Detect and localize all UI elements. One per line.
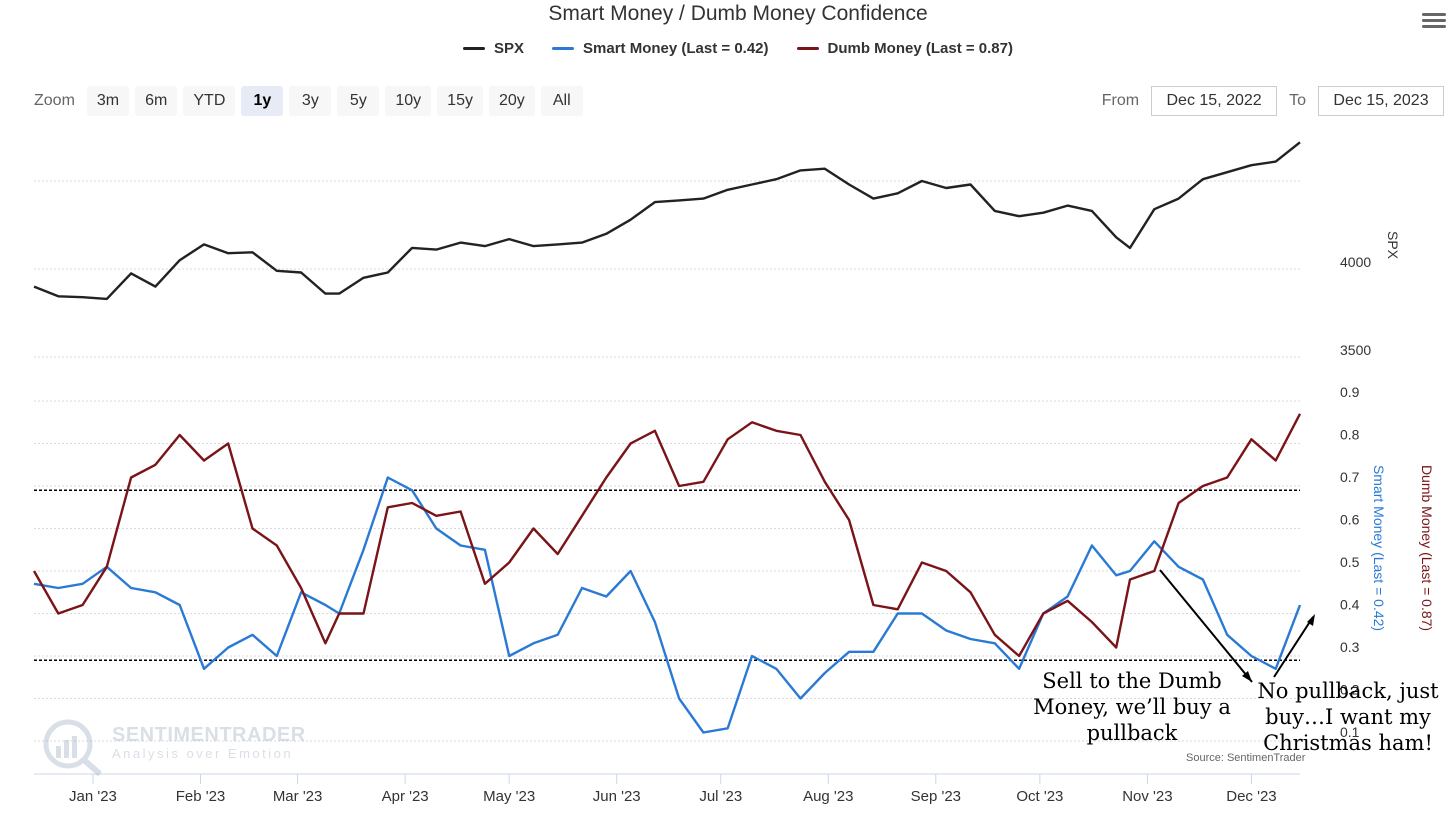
confidence-tick-label: 0.1 (1340, 724, 1360, 740)
zoom-3m-button[interactable]: 3m (86, 86, 130, 116)
confidence-tick-label: 0.7 (1340, 469, 1360, 485)
legend-item-smart-money[interactable]: Smart Money (Last = 0.42) (552, 40, 769, 57)
x-tick-label: Oct '23 (1016, 788, 1063, 805)
spx-tick-label: 4000 (1340, 254, 1371, 270)
legend-label-smart-money: Smart Money (Last = 0.42) (583, 40, 769, 57)
spx-tick-label: 3500 (1340, 342, 1371, 358)
zoom-20y-button[interactable]: 20y (488, 86, 535, 116)
watermark-brand: SENTIMENTRADER (112, 724, 306, 746)
legend-swatch-spx (463, 47, 486, 50)
confidence-tick-label: 0.9 (1340, 384, 1360, 400)
source-credit: Source: SentimenTrader (1186, 752, 1306, 764)
zoom-ytd-button[interactable]: YTD (183, 86, 236, 116)
arrow-up-annotation (1273, 614, 1315, 678)
arrow-down-annotation (1159, 569, 1253, 683)
gridlines (34, 180, 1300, 742)
x-tick-label: Feb '23 (176, 788, 226, 805)
smart-money-axis-title: Smart Money (Last = 0.42) (1371, 465, 1387, 631)
x-tick-label: Jul '23 (699, 788, 742, 805)
legend-label-dumb-money: Dumb Money (Last = 0.87) (827, 40, 1013, 57)
x-tick-label: Apr '23 (382, 788, 429, 805)
x-tick-label: Mar '23 (273, 788, 323, 805)
zoom-3y-button[interactable]: 3y (289, 86, 332, 116)
to-date-input[interactable]: Dec 15, 2023 (1318, 86, 1444, 116)
spx-axis-title: SPX (1385, 231, 1401, 260)
zoom-1y-button[interactable]: 1y (241, 86, 284, 116)
x-tick-label: Nov '23 (1122, 788, 1172, 805)
series-layer (32, 141, 1302, 734)
confidence-tick-label: 0.4 (1340, 597, 1360, 613)
legend-item-spx[interactable]: SPX (463, 40, 524, 57)
zoom-10y-button[interactable]: 10y (385, 86, 432, 116)
magnifier-chart-icon (43, 719, 102, 777)
zoom-6m-button[interactable]: 6m (135, 86, 178, 116)
confidence-tick-label: 0.3 (1340, 639, 1360, 655)
spx-axis-ticks: 4000 3500 (1340, 254, 1371, 358)
from-label: From (1101, 92, 1140, 109)
x-tick-label: Aug '23 (803, 788, 853, 805)
x-tick-label: May '23 (483, 788, 535, 805)
x-axis: Jan '23 Feb '23 Mar '23 Apr '23 May '23 Jun '… (34, 773, 1300, 805)
confidence-axis-ticks: 0.9 0.8 0.7 0.6 0.5 0.4 0.3 0.2 0.1 (1340, 384, 1360, 740)
legend-swatch-dumb-money (796, 47, 819, 50)
sentimentrader-logo: SENTIMENTRADER Analysis over Emotion (40, 716, 310, 777)
x-tick-label: Dec '23 (1226, 788, 1276, 805)
hamburger-menu-icon[interactable] (1422, 10, 1446, 32)
confidence-tick-label: 0.5 (1340, 554, 1360, 570)
date-range: From Dec 15, 2022 To Dec 15, 2023 (1102, 86, 1444, 116)
x-tick-label: Jun '23 (593, 788, 641, 805)
annotation-sell-to-dumb-money: Sell to the Dumb Money, we’ll buy a pull… (1033, 669, 1231, 745)
watermark-tagline: Analysis over Emotion (112, 746, 294, 761)
legend: SPX Smart Money (Last = 0.42) Dumb Money… (0, 40, 1456, 57)
confidence-tick-label: 0.8 (1340, 427, 1360, 443)
zoom-all-button[interactable]: All (540, 86, 583, 116)
confidence-tick-label: 0.6 (1340, 512, 1360, 528)
zoom-label: Zoom (34, 92, 75, 109)
confidence-tick-label: 0.2 (1340, 682, 1360, 698)
annotation-no-pullback: No pullback, just buy…I want my Christma… (1257, 679, 1439, 755)
x-tick-label: Sep '23 (911, 788, 961, 805)
zoom-bar: Zoom 3m 6m YTD 1y 3y 5y 10y 15y 20y All (34, 86, 583, 116)
zoom-5y-button[interactable]: 5y (337, 86, 380, 116)
x-tick-label: Jan '23 (69, 788, 117, 805)
reference-lines (34, 489, 1300, 662)
to-label: To (1289, 92, 1306, 109)
dumb-money-axis-title: Dumb Money (Last = 0.87) (1419, 465, 1435, 631)
zoom-15y-button[interactable]: 15y (437, 86, 483, 116)
smart-money-line (33, 476, 1302, 734)
legend-label-spx: SPX (494, 40, 525, 57)
from-date-input[interactable]: Dec 15, 2022 (1151, 86, 1278, 116)
spx-line (33, 141, 1301, 301)
dumb-money-line (32, 413, 1302, 658)
legend-swatch-smart-money (552, 47, 575, 50)
chart-title: Smart Money / Dumb Money Confidence (548, 2, 928, 25)
legend-item-dumb-money[interactable]: Dumb Money (Last = 0.87) (796, 40, 1013, 57)
